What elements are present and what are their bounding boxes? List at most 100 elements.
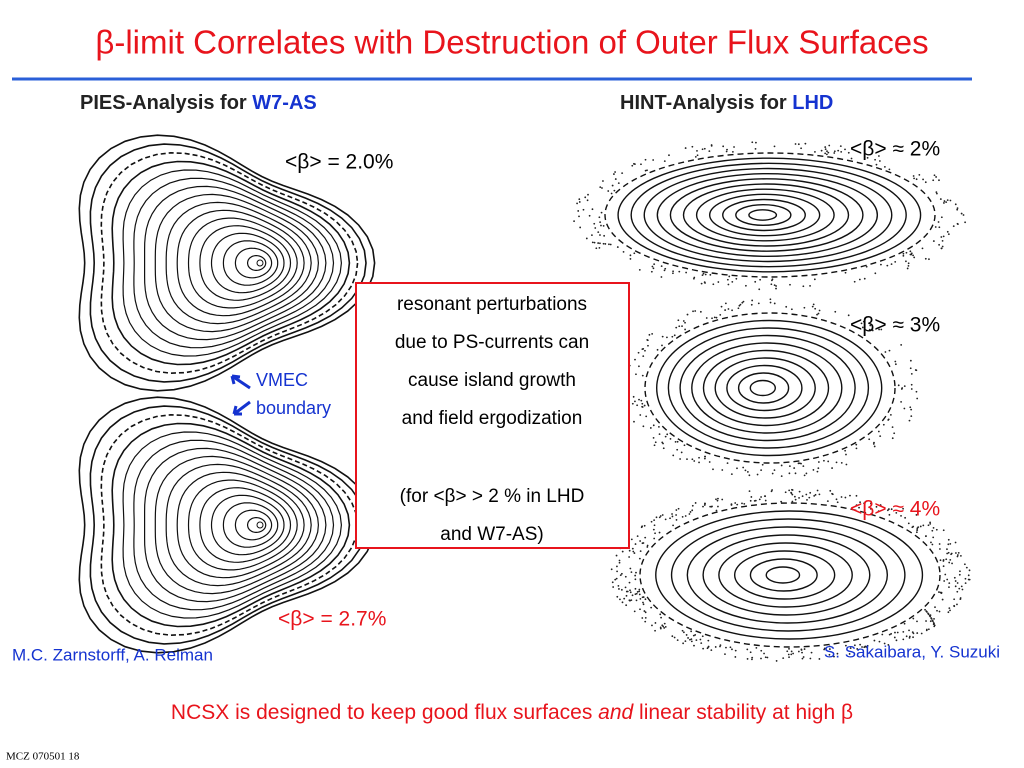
- field-point: [963, 563, 966, 566]
- field-point: [676, 440, 679, 443]
- field-point: [664, 435, 667, 438]
- field-point: [601, 187, 603, 189]
- field-point: [613, 173, 615, 175]
- field-point: [759, 278, 762, 281]
- field-point: [844, 148, 846, 151]
- field-point: [710, 144, 713, 146]
- field-point: [653, 444, 656, 447]
- field-point: [672, 524, 674, 527]
- field-point: [671, 635, 674, 638]
- field-point: [680, 451, 683, 454]
- field-point: [909, 367, 912, 370]
- field-point: [641, 542, 644, 545]
- field-point: [631, 547, 634, 550]
- vmec-label: boundary: [256, 398, 331, 418]
- field-point: [652, 159, 655, 161]
- flux-surface: [133, 439, 335, 611]
- field-point: [635, 373, 637, 376]
- flux-surface: [656, 319, 883, 457]
- field-point: [600, 224, 602, 227]
- field-point: [656, 348, 659, 351]
- field-point: [616, 570, 618, 573]
- field-point: [949, 199, 952, 202]
- field-point: [677, 507, 680, 510]
- field-point: [642, 601, 644, 604]
- field-point: [874, 158, 876, 161]
- field-point: [936, 609, 938, 612]
- field-point: [956, 208, 959, 211]
- flux-surface: [133, 177, 335, 349]
- flux-surface: [702, 349, 830, 427]
- field-point: [954, 580, 957, 582]
- flux-surface: [247, 255, 267, 271]
- field-point: [614, 578, 617, 581]
- field-point: [968, 569, 971, 572]
- field-point: [946, 230, 949, 233]
- field-point: [651, 624, 653, 627]
- flux-surface: [176, 209, 305, 317]
- field-point: [682, 642, 685, 645]
- field-point: [844, 496, 847, 499]
- field-point: [788, 465, 791, 468]
- field-point: [915, 178, 918, 181]
- field-point: [622, 251, 625, 253]
- field-point: [633, 252, 636, 255]
- field-point: [701, 148, 704, 151]
- field-point: [947, 543, 950, 546]
- field-point: [618, 588, 620, 590]
- field-point: [858, 278, 861, 281]
- flux-surface: [748, 209, 778, 221]
- field-point: [624, 586, 627, 589]
- field-point: [757, 302, 760, 305]
- field-point: [938, 543, 941, 545]
- field-point: [849, 494, 851, 497]
- field-point: [927, 628, 930, 631]
- flux-surface: [670, 518, 906, 632]
- field-point: [780, 464, 783, 467]
- field-point: [929, 521, 932, 524]
- field-point: [597, 242, 600, 244]
- field-point: [927, 524, 930, 527]
- field-point: [691, 509, 694, 512]
- field-point: [934, 226, 937, 228]
- field-point: [668, 154, 670, 157]
- field-point: [643, 524, 646, 527]
- field-point: [826, 150, 828, 153]
- field-point: [644, 349, 646, 352]
- field-point: [754, 280, 757, 283]
- field-point: [939, 198, 942, 200]
- field-point: [946, 548, 948, 551]
- field-point: [631, 164, 634, 167]
- field-point: [812, 303, 815, 306]
- field-point: [682, 631, 685, 634]
- field-point: [942, 529, 945, 532]
- field-point: [949, 609, 951, 612]
- field-point: [864, 645, 867, 648]
- field-point: [800, 147, 803, 150]
- field-point: [805, 472, 808, 475]
- field-point: [836, 652, 839, 655]
- field-point: [675, 519, 678, 521]
- field-point: [824, 146, 827, 148]
- field-point: [790, 653, 793, 656]
- field-point: [878, 328, 880, 331]
- field-point: [684, 640, 687, 643]
- note-line: and field ergodization: [402, 408, 583, 429]
- flux-surface: [210, 494, 285, 556]
- beta-label: <β> ≈ 4%: [850, 498, 940, 521]
- flux-surface: [100, 413, 359, 637]
- field-point: [833, 152, 836, 154]
- field-point: [897, 384, 900, 387]
- field-point: [672, 270, 674, 273]
- field-point: [924, 257, 927, 260]
- field-point: [617, 585, 620, 587]
- field-point: [880, 328, 883, 331]
- field-point: [869, 507, 872, 510]
- field-point: [834, 310, 837, 313]
- field-point: [788, 489, 791, 492]
- field-point: [809, 657, 812, 660]
- field-point: [956, 554, 959, 556]
- field-point: [639, 608, 641, 611]
- field-point: [935, 528, 938, 531]
- field-point: [682, 320, 685, 322]
